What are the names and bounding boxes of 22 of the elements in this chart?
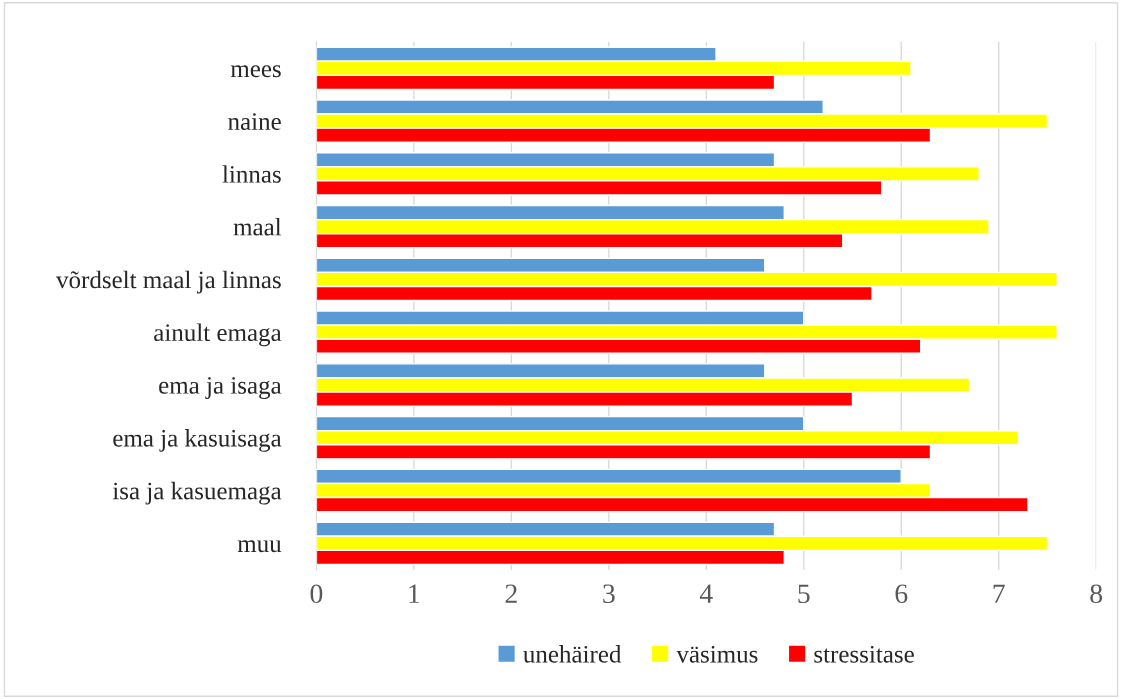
y-tick-label: ema ja kasuisaga: [113, 429, 282, 452]
x-tick-label: 0: [310, 584, 323, 604]
x-tick-label: 5: [798, 584, 810, 604]
y-tick-label: mees: [230, 65, 281, 78]
y-tick-label: linnas: [222, 165, 281, 183]
y-tick-label: isa ja kasuemaga: [112, 481, 282, 505]
y-tick-label: ainult emaga: [154, 323, 282, 347]
x-tick-label: 8: [1090, 584, 1103, 604]
y-tick-label: maal: [233, 217, 282, 236]
y-tick-label: ema ja isaga: [159, 377, 282, 400]
x-tick-label: 7: [993, 584, 1005, 603]
y-tick-label: naine: [228, 113, 281, 131]
legend-label: väsimus: [676, 645, 758, 663]
x-tick-label: 4: [699, 584, 713, 603]
y-tick-label: võrdselt maal ja linnas: [56, 270, 281, 294]
x-tick-label: 1: [409, 584, 420, 603]
x-tick-label: 3: [603, 584, 615, 604]
legend-label: unehäired: [523, 645, 622, 663]
x-tick-label: 6: [895, 584, 908, 604]
x-tick-label: 2: [505, 584, 517, 603]
y-tick-label: muu: [237, 540, 282, 553]
legend-label: stressitase: [814, 645, 914, 663]
